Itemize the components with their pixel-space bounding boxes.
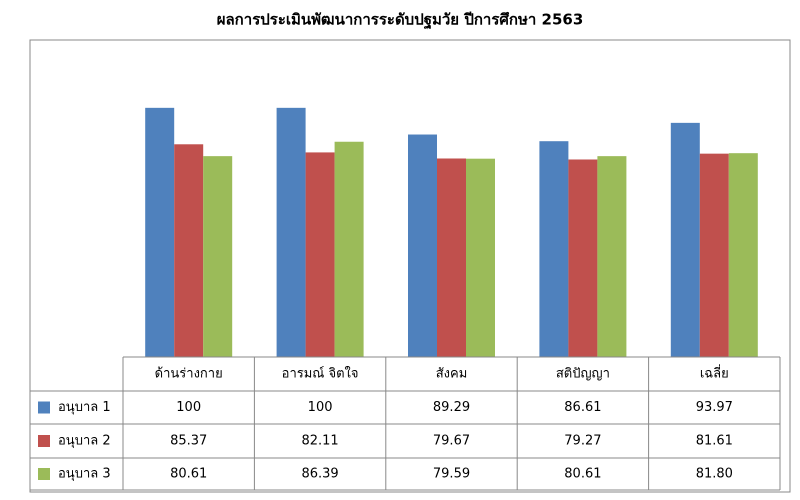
legend-label: อนุบาล 3 bbox=[58, 467, 111, 482]
table-value: 81.61 bbox=[696, 434, 733, 449]
table-value: 86.39 bbox=[301, 467, 338, 482]
bar bbox=[597, 156, 627, 357]
bar bbox=[437, 158, 466, 357]
table-value: 80.61 bbox=[564, 467, 601, 482]
table-value: 93.97 bbox=[696, 400, 733, 415]
bar bbox=[466, 158, 495, 357]
legend-swatch bbox=[38, 435, 50, 447]
legend-swatch bbox=[38, 468, 50, 480]
bar bbox=[568, 159, 598, 357]
table-value: 79.27 bbox=[564, 434, 601, 449]
category-label: สติปัญญา bbox=[556, 367, 610, 382]
category-label: ด้านร่างกาย bbox=[155, 367, 223, 382]
table-value: 82.11 bbox=[301, 434, 338, 449]
table-value: 100 bbox=[176, 400, 201, 415]
category-label: เฉลี่ย bbox=[700, 365, 729, 382]
bar bbox=[174, 144, 204, 357]
table-value: 86.61 bbox=[564, 400, 601, 415]
bar bbox=[699, 153, 729, 357]
category-label: สังคม bbox=[436, 367, 468, 382]
bar bbox=[670, 122, 700, 357]
table-value: 85.37 bbox=[170, 434, 207, 449]
legend-label: อนุบาล 1 bbox=[58, 400, 111, 415]
category-label: อารมณ์ จิตใจ bbox=[282, 366, 359, 382]
bar bbox=[305, 152, 335, 357]
table-value: 80.61 bbox=[170, 467, 207, 482]
table-value: 79.67 bbox=[433, 434, 470, 449]
table-value: 89.29 bbox=[433, 400, 470, 415]
chart-title: ผลการประเมินพัฒนาการระดับปฐมวัย ปีการศึก… bbox=[217, 11, 584, 30]
bar bbox=[408, 134, 437, 357]
legend-swatch bbox=[38, 401, 50, 414]
bar bbox=[276, 107, 306, 357]
legend-label: อนุบาล 2 bbox=[58, 434, 111, 449]
bar bbox=[203, 156, 233, 357]
bar bbox=[539, 141, 569, 357]
table-value: 100 bbox=[308, 400, 333, 415]
bar bbox=[334, 141, 364, 357]
bar bbox=[145, 107, 175, 357]
table-value: 79.59 bbox=[433, 467, 470, 482]
bar bbox=[728, 153, 758, 357]
table-value: 81.80 bbox=[696, 467, 733, 482]
